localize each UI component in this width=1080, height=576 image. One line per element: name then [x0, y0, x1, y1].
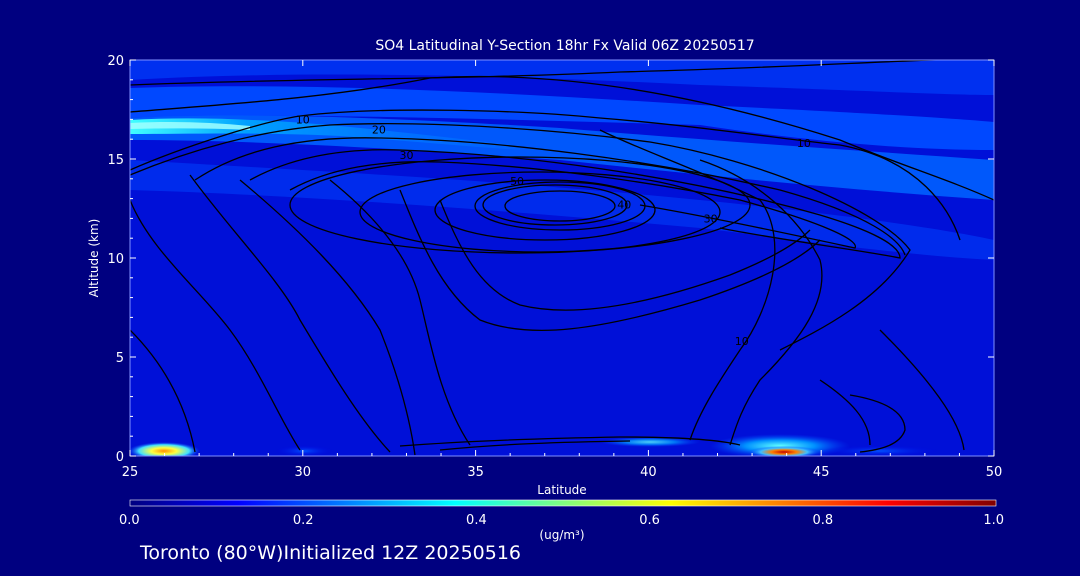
x-tick-label: 45 — [813, 465, 830, 480]
contour-line — [434, 179, 656, 241]
x-axis: 25 30 35 40 45 50 — [122, 60, 1003, 480]
chart-title: SO4 Latitudinal Y-Section 18hr Fx Valid … — [375, 38, 754, 54]
contour-line — [399, 436, 741, 447]
y-axis: 0 5 10 15 20 — [107, 54, 994, 465]
contour-line — [130, 199, 301, 451]
colorbar-tick-label: 1.0 — [983, 513, 1004, 528]
x-tick-label: 40 — [640, 465, 657, 480]
contour-line — [239, 179, 416, 456]
contour-label: 10 — [735, 335, 749, 348]
contour-lines — [130, 60, 994, 456]
contour-line — [249, 149, 901, 259]
contour-label: 30 — [704, 212, 718, 225]
x-tick-label: 25 — [122, 465, 139, 480]
contour-line — [359, 171, 721, 253]
shading-top-band — [130, 60, 994, 95]
contour-line — [189, 174, 391, 453]
contour-line — [329, 179, 471, 446]
x-tick-label: 35 — [467, 465, 484, 480]
contour-line — [474, 181, 646, 231]
contour-line — [819, 379, 871, 446]
contour-line — [130, 60, 948, 86]
contour-label: 20 — [372, 123, 386, 136]
contour-line — [130, 329, 196, 453]
plot-area: 10 20 30 50 40 30 10 10 — [130, 60, 994, 456]
contour-label: 50 — [510, 175, 524, 188]
y-tick-label: 5 — [116, 351, 124, 366]
contour-label: 40 — [617, 199, 631, 212]
contour-line — [439, 440, 631, 451]
contour-label: 10 — [296, 113, 310, 126]
colorbar-tick-label: 0.0 — [119, 513, 140, 528]
x-axis-label: Latitude — [537, 483, 586, 497]
contour-line — [699, 159, 823, 446]
contour-line — [130, 75, 994, 201]
contour-line — [194, 137, 906, 256]
contour-line — [289, 156, 751, 254]
y-tick-label: 15 — [107, 153, 124, 168]
contour-line — [399, 189, 821, 332]
contour-line — [504, 190, 616, 222]
shading-upper-band — [130, 86, 994, 150]
contour-line — [599, 129, 776, 441]
shading-lower-band — [130, 160, 994, 260]
footer-init-info: Toronto (80°W)Initialized 12Z 20250516 — [140, 542, 522, 564]
shading-band-core — [130, 122, 250, 130]
colorbar-tick-label: 0.4 — [466, 513, 487, 528]
shading-surface-40n — [600, 437, 700, 447]
contour-labels: 10 20 30 50 40 30 10 10 — [296, 113, 811, 348]
contour-line — [849, 394, 906, 453]
colorbar — [129, 499, 997, 507]
contour-line — [879, 329, 965, 451]
y-axis-label: Altitude (km) — [87, 219, 101, 298]
contour-line — [482, 184, 628, 226]
contour-line — [289, 161, 856, 249]
shading-surface-peak-44n — [748, 446, 820, 456]
shading-surface-47n — [820, 445, 940, 456]
colorbar-tick-label: 0.2 — [293, 513, 314, 528]
colorbar-tick-label: 0.8 — [812, 513, 833, 528]
contour-label: 30 — [399, 149, 413, 162]
contour-line — [130, 109, 961, 241]
y-tick-label: 0 — [116, 450, 124, 465]
contour-label: 10 — [797, 137, 811, 150]
colorbar-tick-label: 0.6 — [639, 513, 660, 528]
shading-surface-30n — [274, 445, 334, 456]
x-tick-label: 50 — [986, 465, 1003, 480]
contour-line — [130, 123, 911, 351]
shading-surface-peak-26n — [130, 442, 200, 456]
x-tick-label: 30 — [295, 465, 312, 480]
y-tick-label: 20 — [107, 54, 124, 69]
colorbar-unit-label: (ug/m³) — [539, 528, 584, 542]
colorbar-ticks: 0.0 0.2 0.4 0.6 0.8 1.0 — [119, 513, 1004, 528]
y-tick-label: 10 — [107, 252, 124, 267]
